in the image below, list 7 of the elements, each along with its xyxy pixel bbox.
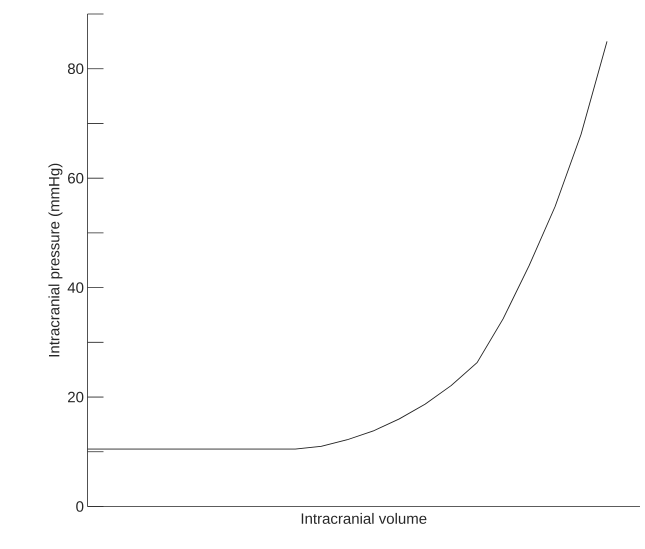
y-tick-label: 80	[68, 63, 84, 74]
y-tick-label: 40	[68, 282, 84, 293]
x-axis-title: Intracranial volume	[302, 512, 426, 524]
y-tick-label: 0	[76, 501, 84, 512]
y-tick-label: 20	[68, 392, 84, 402]
y-axis-title: Intracranial pressure (mmHg)	[48, 164, 62, 356]
y-tick-label: 60	[68, 172, 84, 184]
